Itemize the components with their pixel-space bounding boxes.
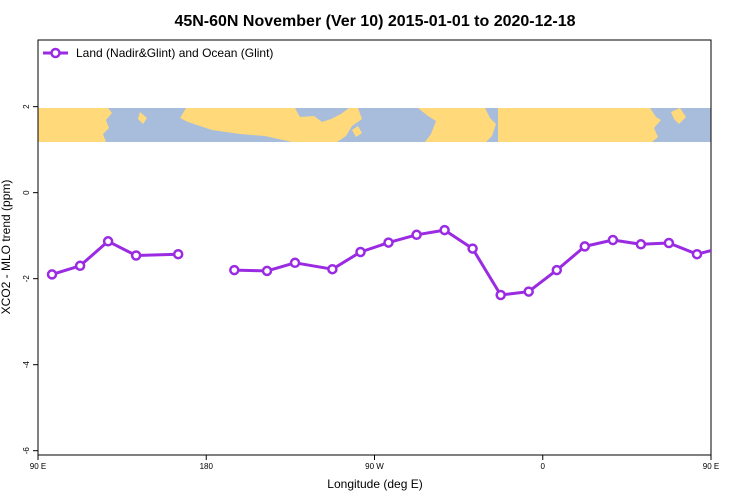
series-group [46, 224, 729, 301]
data-point [411, 229, 422, 241]
data-point [663, 237, 675, 249]
data-point [130, 250, 142, 261]
y-tick-label: -2 [22, 275, 31, 283]
legend: Land (Nadir&Glint) and Ocean (Glint) [43, 46, 273, 60]
y-axis: 2 0 -2 -4 -6 [22, 104, 38, 454]
data-point [607, 234, 619, 246]
land-mass [418, 108, 496, 142]
x-tick-label: 90 E [703, 462, 719, 471]
data-point [691, 248, 703, 260]
y-tick-label: 0 [22, 190, 31, 195]
data-point [523, 286, 534, 297]
y-tick-label: -4 [22, 361, 31, 369]
land-mass [180, 108, 362, 142]
data-point [289, 257, 301, 269]
map-land [38, 108, 686, 142]
legend-label: Land (Nadir&Glint) and Ocean (Glint) [76, 46, 273, 60]
data-point [229, 264, 240, 276]
y-tick-label: -6 [22, 447, 31, 455]
land-mass [352, 126, 362, 137]
data-point [74, 260, 86, 272]
data-point [467, 243, 478, 254]
land-mass [138, 112, 147, 124]
series-line [51, 239, 179, 276]
data-point [327, 263, 338, 275]
data-point [579, 241, 591, 252]
x-tick-label: 90 E [30, 462, 46, 471]
x-tick-label: 0 [541, 462, 546, 471]
x-tick-label: 180 [200, 462, 214, 471]
data-point [551, 264, 563, 276]
data-point [439, 224, 450, 236]
data-point [46, 269, 58, 280]
land-mass [671, 108, 686, 124]
land-mass [498, 108, 661, 142]
y-axis-label: XCO2 - MLO trend (ppm) [0, 180, 13, 315]
x-tick-label: 90 W [365, 462, 384, 471]
y-tick-label: 2 [22, 104, 31, 109]
data-point [102, 236, 114, 247]
land-mass [38, 108, 112, 142]
x-axis: 90 E 180 90 W 0 90 E [30, 455, 719, 471]
world-map-band [38, 108, 711, 142]
data-point [495, 289, 506, 301]
data-point [383, 237, 394, 248]
data-point [721, 243, 729, 251]
data-point [172, 248, 184, 260]
chart-title: 45N-60N November (Ver 10) 2015-01-01 to … [174, 13, 575, 30]
data-point [355, 246, 366, 258]
legend-marker [50, 47, 61, 59]
data-point [635, 239, 647, 250]
data-point [261, 265, 273, 277]
x-axis-label: Longitude (deg E) [327, 477, 422, 491]
